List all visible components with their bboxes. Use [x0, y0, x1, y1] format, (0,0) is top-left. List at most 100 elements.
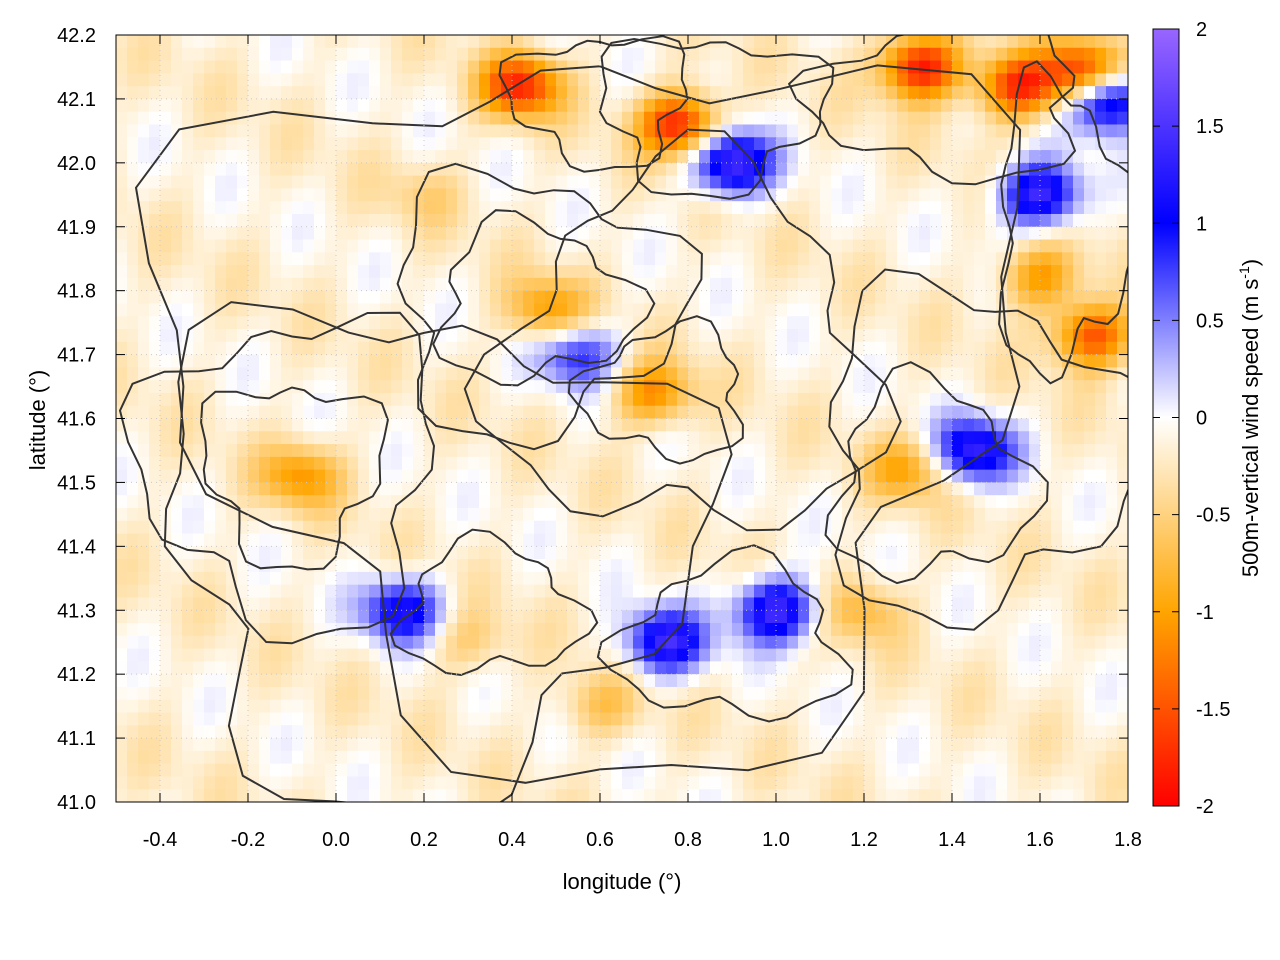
heatmap-cell	[424, 456, 436, 471]
heatmap-cell	[842, 623, 854, 637]
heatmap-cell	[435, 456, 447, 471]
heatmap-cell	[358, 290, 370, 305]
heatmap-cell	[688, 111, 700, 126]
heatmap-cell	[644, 354, 656, 368]
heatmap-cell	[809, 674, 821, 688]
heatmap-cell	[468, 290, 480, 305]
heatmap-cell	[171, 277, 183, 292]
heatmap-cell	[963, 431, 975, 445]
heatmap-cell	[226, 239, 238, 253]
heatmap-cell	[831, 571, 843, 586]
heatmap-cell	[875, 674, 887, 688]
heatmap-cell	[314, 354, 326, 368]
heatmap-cell	[1040, 597, 1052, 611]
heatmap-cell	[237, 303, 249, 317]
heatmap-cell	[831, 623, 843, 637]
heatmap-cell	[138, 188, 150, 202]
heatmap-cell	[1018, 699, 1030, 714]
heatmap-cell	[171, 175, 183, 189]
heatmap-cell	[1117, 469, 1128, 484]
heatmap-cell	[292, 73, 304, 87]
heatmap-cell	[985, 213, 997, 228]
heatmap-cell	[919, 469, 931, 484]
heatmap-cell	[919, 239, 931, 253]
heatmap-cell	[391, 265, 403, 279]
heatmap-cell	[545, 188, 557, 202]
heatmap-cell	[809, 380, 821, 394]
heatmap-cell	[347, 290, 359, 305]
heatmap-cell	[974, 623, 986, 637]
heatmap-cell	[336, 277, 348, 292]
heatmap-cell	[479, 60, 491, 74]
heatmap-cell	[996, 303, 1008, 317]
heatmap-cell	[149, 265, 161, 279]
heatmap-cell	[413, 252, 425, 266]
heatmap-cell	[754, 597, 766, 611]
heatmap-cell	[787, 418, 799, 432]
heatmap-cell	[413, 239, 425, 253]
heatmap-cell	[732, 290, 744, 305]
heatmap-cell	[1062, 277, 1074, 292]
heatmap-cell	[1117, 674, 1128, 688]
heatmap-cell	[204, 431, 216, 445]
heatmap-cell	[468, 571, 480, 586]
heatmap-cell	[1062, 648, 1074, 662]
heatmap-cell	[171, 559, 183, 573]
heatmap-cell	[556, 699, 568, 714]
heatmap-cell	[336, 648, 348, 662]
heatmap-cell	[600, 495, 612, 509]
heatmap-cell	[1106, 329, 1118, 343]
heatmap-cell	[897, 329, 909, 343]
heatmap-cell	[391, 111, 403, 126]
heatmap-cell	[336, 533, 348, 547]
heatmap-cell	[1084, 444, 1096, 458]
heatmap-cell	[743, 546, 755, 560]
heatmap-cell	[171, 380, 183, 394]
heatmap-cell	[501, 559, 513, 573]
heatmap-cell	[699, 392, 711, 407]
heatmap-cell	[534, 661, 546, 675]
heatmap-cell	[369, 162, 381, 177]
heatmap-cell	[336, 418, 348, 432]
heatmap-cell	[743, 571, 755, 586]
heatmap-cell	[402, 290, 414, 305]
heatmap-cell	[281, 533, 293, 547]
heatmap-cell	[1084, 124, 1096, 138]
heatmap-cell	[941, 712, 953, 726]
heatmap-cell	[325, 507, 337, 522]
heatmap-cell	[248, 213, 260, 228]
heatmap-cell	[468, 392, 480, 407]
heatmap-cell	[765, 610, 777, 624]
heatmap-cell	[809, 341, 821, 356]
heatmap-cell	[556, 252, 568, 266]
heatmap-cell	[248, 635, 260, 650]
heatmap-cell	[127, 265, 139, 279]
heatmap-cell	[435, 201, 447, 215]
heatmap-cell	[259, 380, 271, 394]
heatmap-cell	[457, 533, 469, 547]
heatmap-cell	[578, 431, 590, 445]
heatmap-cell	[732, 610, 744, 624]
heatmap-cell	[248, 610, 260, 624]
heatmap-cell	[413, 316, 425, 330]
heatmap-cell	[765, 418, 777, 432]
heatmap-cell	[204, 265, 216, 279]
heatmap-cell	[644, 686, 656, 701]
heatmap-cell	[930, 367, 942, 381]
heatmap-cell	[754, 610, 766, 624]
heatmap-cell	[710, 213, 722, 228]
heatmap-cell	[1007, 699, 1019, 714]
heatmap-cell	[281, 456, 293, 471]
heatmap-cell	[1007, 405, 1019, 420]
heatmap-cell	[820, 35, 832, 49]
heatmap-cell	[512, 226, 524, 241]
heatmap-cell	[1095, 482, 1107, 496]
heatmap-cell	[941, 354, 953, 368]
heatmap-cell	[930, 712, 942, 726]
heatmap-cell	[1018, 597, 1030, 611]
heatmap-cell	[732, 124, 744, 138]
heatmap-cell	[204, 623, 216, 637]
heatmap-cell	[754, 329, 766, 343]
heatmap-cell	[512, 380, 524, 394]
heatmap-cell	[292, 290, 304, 305]
